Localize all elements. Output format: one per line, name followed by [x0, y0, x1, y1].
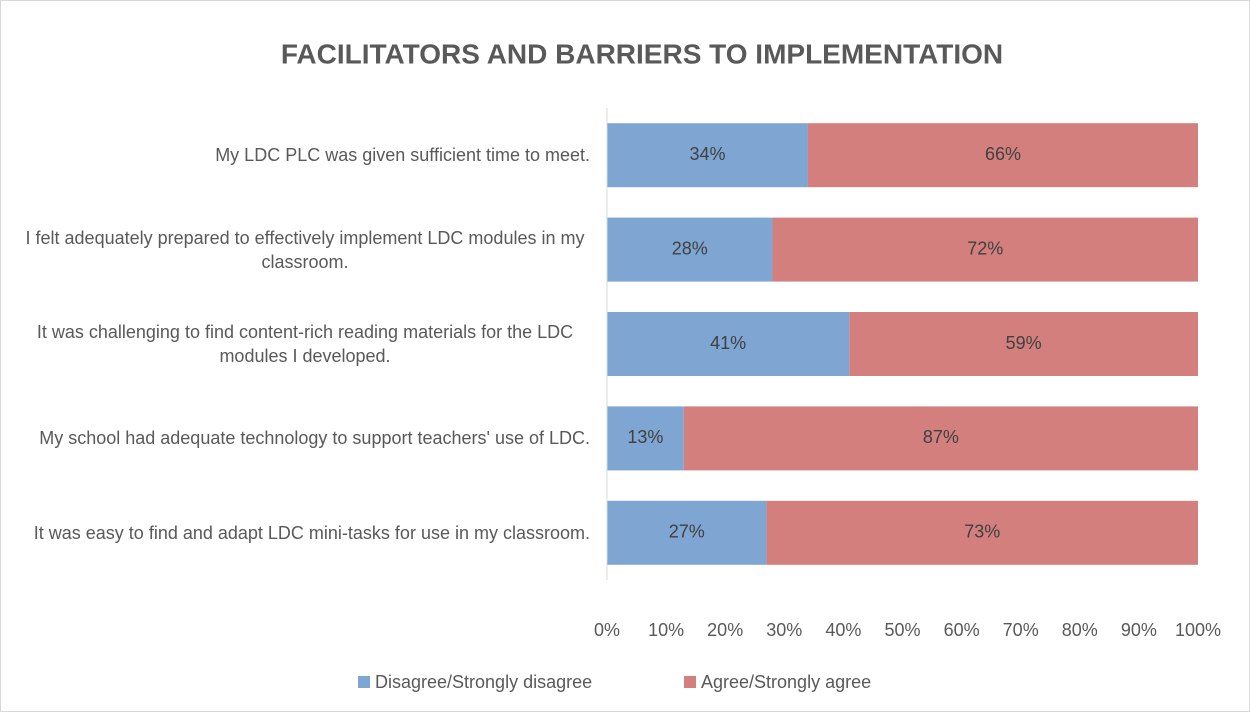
x-tick-label: 50% [884, 620, 920, 640]
legend-label: Disagree/Strongly disagree [375, 672, 592, 692]
category-label: My school had adequate technology to sup… [39, 428, 590, 449]
bar-segment [607, 312, 850, 376]
category-label-box: My school had adequate technology to sup… [10, 414, 590, 462]
x-tick-label: 30% [766, 620, 802, 640]
bar-segment [807, 123, 1198, 188]
category-label: I felt adequately prepared to effectivel… [25, 227, 585, 272]
category-label: My LDC PLC was given sufficient time to … [215, 145, 590, 166]
data-label: 59% [1006, 333, 1042, 353]
category-label: It was challenging to find content-rich … [36, 322, 574, 366]
x-tick-label: 10% [648, 620, 684, 640]
category-label-box: It was challenging to find content-rich … [10, 320, 590, 368]
x-tick-label: 70% [1003, 620, 1039, 640]
chart-title: FACILITATORS AND BARRIERS TO IMPLEMENTAT… [281, 38, 1003, 69]
data-label: 66% [985, 144, 1021, 164]
data-label: 27% [669, 522, 705, 542]
legend-label: Agree/Strongly agree [701, 672, 871, 692]
bar-segment [607, 123, 808, 188]
x-tick-label: 90% [1121, 620, 1157, 640]
bar-segment [766, 500, 1198, 565]
category-label-box: It was easy to find and adapt LDC mini-t… [10, 509, 590, 557]
bar-segment [607, 217, 773, 282]
data-label: 34% [689, 144, 725, 164]
bar-segment [607, 500, 767, 565]
category-label-box: I felt adequately prepared to effectivel… [10, 226, 590, 274]
x-tick-label: 40% [825, 620, 861, 640]
category-label: It was easy to find and adapt LDC mini-t… [33, 522, 590, 543]
x-tick-label: 20% [707, 620, 743, 640]
data-label: 28% [672, 238, 708, 258]
legend-swatch [358, 676, 370, 688]
category-label-box: My LDC PLC was given sufficient time to … [10, 131, 590, 179]
data-label: 41% [710, 333, 746, 353]
bar-segment [607, 406, 684, 471]
data-label: 73% [964, 522, 1000, 542]
bar-segment [849, 312, 1198, 376]
x-tick-label: 60% [944, 620, 980, 640]
x-tick-label: 0% [594, 620, 620, 640]
data-label: 87% [923, 427, 959, 447]
bar-segment [772, 217, 1198, 282]
bar-segment [683, 406, 1198, 471]
x-tick-label: 100% [1175, 620, 1221, 640]
data-label: 13% [627, 427, 663, 447]
x-tick-label: 80% [1062, 620, 1098, 640]
data-label: 72% [967, 238, 1003, 258]
legend-swatch [684, 676, 696, 688]
